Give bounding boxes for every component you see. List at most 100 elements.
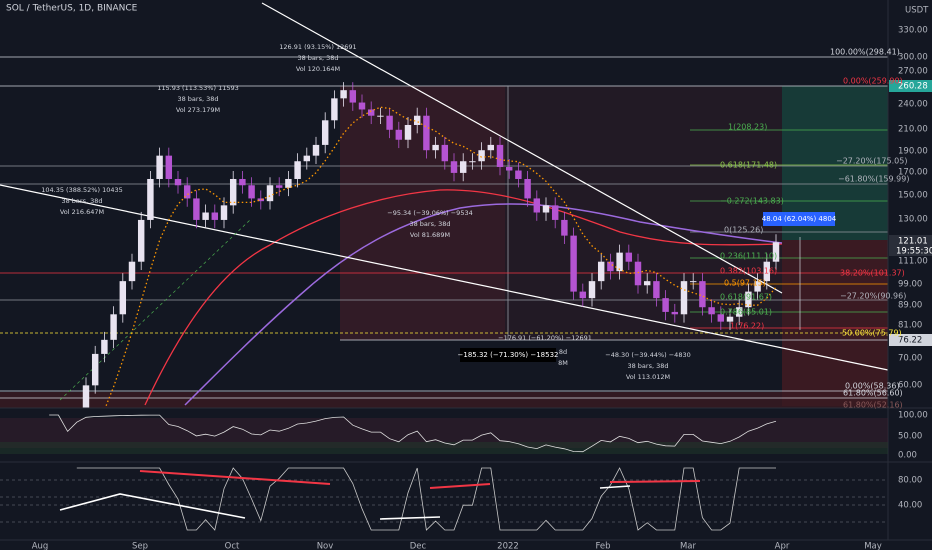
ma-200: [144, 189, 783, 406]
fib-label: 0.618(91.67): [720, 293, 772, 302]
price-tick: 190.00: [898, 147, 928, 157]
candle-body: [699, 281, 706, 308]
candle-body: [680, 281, 688, 315]
measure-box: [763, 212, 835, 226]
candle-body: [128, 261, 136, 282]
candle-body: [82, 385, 90, 408]
candle-body: [772, 242, 780, 262]
candle-body: [607, 261, 614, 272]
candle-body: [239, 178, 246, 186]
fib-label: −27.20%(175.05): [836, 157, 907, 166]
osc-tick: 40.00: [898, 501, 922, 511]
candle-body: [248, 185, 255, 199]
candle-body: [174, 178, 182, 186]
candle-body: [358, 102, 366, 110]
candle-body: [643, 281, 651, 286]
candle-body: [395, 129, 403, 140]
candle-body: [616, 252, 623, 272]
candle-body: [570, 235, 577, 292]
price-tick: 270.00: [898, 67, 928, 77]
time-label: May: [864, 542, 882, 550]
time-label: Mar: [680, 542, 697, 550]
time-label: 2022: [497, 542, 519, 550]
price-tick: 210.00: [898, 125, 928, 135]
candle-body: [597, 261, 605, 282]
fib-label: 0.382(103.16): [720, 267, 777, 276]
candle-body: [634, 261, 642, 286]
price-tick: 89.00: [898, 301, 922, 311]
rsi-band: [0, 442, 888, 454]
measure-text: Vol 120.164M: [296, 65, 340, 73]
measure-box: [460, 348, 556, 362]
price-tick: 60.00: [898, 381, 922, 391]
candle-body: [119, 281, 127, 315]
price-tick: 99.00: [898, 280, 922, 290]
candles: [82, 82, 780, 408]
candle-body: [110, 314, 117, 340]
fib-label: 61.80%(52.16): [843, 401, 903, 410]
candle-body: [487, 144, 495, 151]
range-zone: [505, 86, 782, 340]
fib-label: 0.786(85.01): [720, 308, 772, 317]
rsi-line: [49, 414, 777, 453]
measure-text: −48.30 (−39.44%) −4830: [605, 351, 690, 359]
fib-label: 0.5(97.15): [724, 279, 766, 288]
rsi-tick: 50.00: [898, 432, 922, 442]
candle-body: [689, 281, 697, 283]
candle-body: [349, 90, 357, 103]
candle-body: [257, 198, 265, 202]
trend-line: [261, 2, 783, 294]
candle-body: [404, 124, 412, 140]
candle-body: [294, 161, 301, 179]
price-tick: 111.00: [898, 257, 928, 267]
candle-body: [165, 155, 173, 179]
measure-line: [59, 219, 251, 401]
divergence: [139, 470, 701, 489]
ma-100: [184, 203, 783, 406]
fib-label: 0.00%(259.90): [843, 77, 903, 86]
measure-text: 38 bars, 38d: [627, 362, 668, 370]
ma-short: [104, 106, 777, 408]
candle-body: [542, 205, 550, 213]
candle-body: [735, 307, 743, 317]
time-label: Oct: [225, 542, 240, 550]
candle-body: [266, 185, 274, 202]
candle-body: [340, 90, 347, 99]
time-label: Nov: [317, 542, 334, 550]
oscillator-line: [76, 467, 776, 531]
fib-label: −0.272(143.83): [720, 197, 784, 206]
price-tick: 81.00: [898, 321, 922, 331]
candle-body: [183, 185, 191, 199]
measure-text: 8d: [559, 348, 567, 356]
candle-body: [708, 307, 715, 315]
measure-text: 38 bars, 38d: [409, 220, 450, 228]
candle-body: [754, 281, 761, 292]
measure-text: Vol 273.179M: [176, 106, 220, 114]
stop-zone: [0, 392, 888, 408]
candle-body: [321, 120, 329, 145]
candle-body: [432, 144, 439, 151]
candle-body: [220, 205, 228, 220]
candle-body: [101, 339, 108, 354]
candle-body: [551, 205, 559, 220]
axis-unit: USDT: [905, 6, 929, 16]
candle-body: [561, 219, 568, 236]
time-label: Sep: [132, 542, 148, 550]
last-badge: 121.01: [898, 237, 928, 247]
indicators: [49, 414, 777, 531]
candle-body: [478, 150, 485, 162]
candle-body: [505, 166, 513, 171]
measure-text: Vol 113.012M: [626, 373, 670, 381]
measure-text: Vol 216.647M: [60, 208, 104, 216]
candle-body: [137, 219, 145, 262]
high-badge: 260.28: [898, 82, 928, 92]
fib-label: −61.80%(159.99): [838, 175, 909, 184]
candle-body: [367, 109, 375, 116]
candle-body: [469, 161, 476, 163]
candle-body: [423, 115, 430, 151]
candle-body: [579, 291, 587, 299]
candle-body: [524, 178, 531, 199]
candle-body: [285, 178, 292, 188]
measure-text: Vol 81.689M: [410, 231, 450, 239]
measure-text: −95.34 (−39.06%) −9534: [387, 209, 472, 217]
